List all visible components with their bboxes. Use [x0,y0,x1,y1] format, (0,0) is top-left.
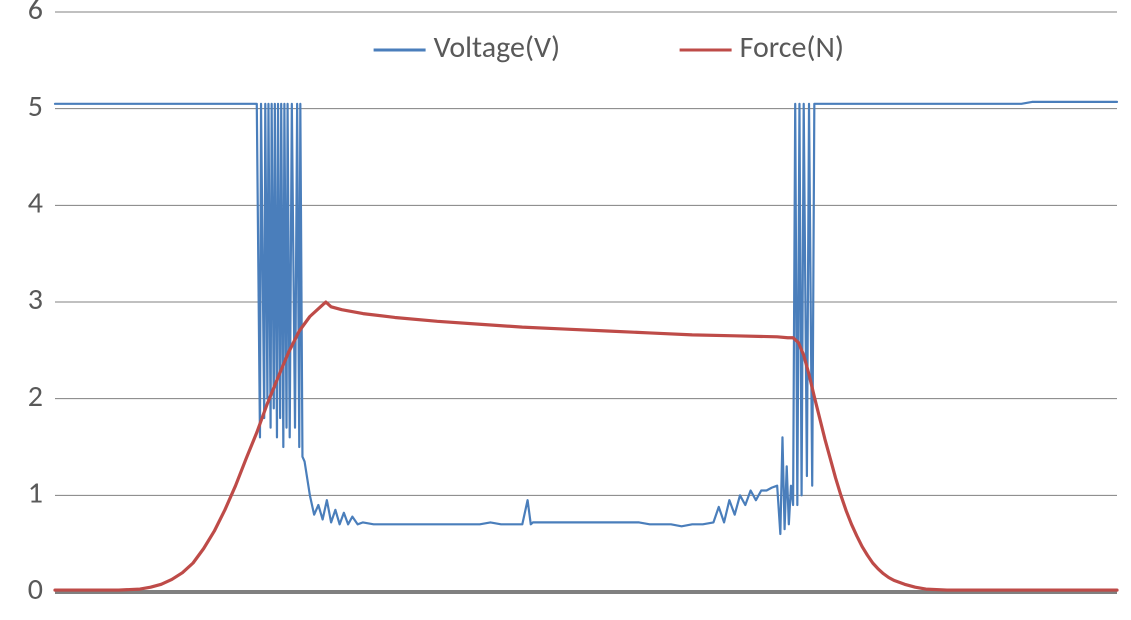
legend-label: Voltage(V) [434,29,561,66]
chart-container: 0 1 2 3 4 5 6 Voltage(V) Force(N) [0,0,1131,620]
line-chart: 0 1 2 3 4 5 6 Voltage(V) Force(N) [0,0,1131,620]
legend-label: Force(N) [740,29,844,66]
y-tick-label: 1 [28,474,43,511]
y-tick-label: 2 [28,378,43,415]
y-tick-label: 4 [28,184,43,221]
y-tick-label: 5 [28,88,43,125]
y-tick-label: 0 [28,571,43,608]
y-tick-label: 6 [28,0,43,28]
y-tick-label: 3 [28,281,43,318]
